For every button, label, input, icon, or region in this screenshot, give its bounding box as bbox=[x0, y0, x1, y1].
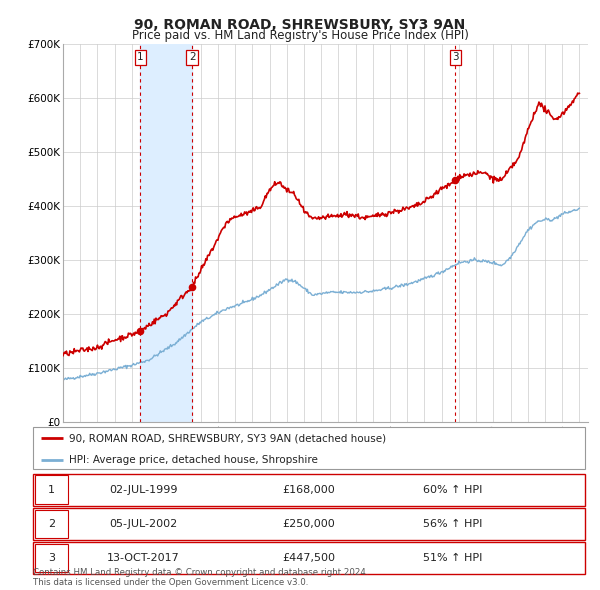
Text: £168,000: £168,000 bbox=[283, 485, 335, 494]
Text: 1: 1 bbox=[48, 485, 55, 494]
Bar bbox=[35, 476, 68, 504]
Text: 60% ↑ HPI: 60% ↑ HPI bbox=[423, 485, 482, 494]
Bar bbox=[35, 544, 68, 572]
Text: HPI: Average price, detached house, Shropshire: HPI: Average price, detached house, Shro… bbox=[69, 455, 318, 465]
Bar bbox=[140, 44, 192, 422]
Text: 51% ↑ HPI: 51% ↑ HPI bbox=[423, 553, 482, 563]
Text: 13-OCT-2017: 13-OCT-2017 bbox=[107, 553, 180, 563]
Text: Price paid vs. HM Land Registry's House Price Index (HPI): Price paid vs. HM Land Registry's House … bbox=[131, 30, 469, 42]
Text: £447,500: £447,500 bbox=[283, 553, 335, 563]
Bar bbox=[35, 510, 68, 538]
Text: 2: 2 bbox=[47, 519, 55, 529]
Text: 56% ↑ HPI: 56% ↑ HPI bbox=[423, 519, 482, 529]
Text: 90, ROMAN ROAD, SHREWSBURY, SY3 9AN: 90, ROMAN ROAD, SHREWSBURY, SY3 9AN bbox=[134, 18, 466, 32]
Text: 3: 3 bbox=[452, 53, 458, 63]
Text: 05-JUL-2002: 05-JUL-2002 bbox=[109, 519, 178, 529]
Text: 1: 1 bbox=[137, 53, 144, 63]
Text: 2: 2 bbox=[189, 53, 196, 63]
Text: £250,000: £250,000 bbox=[283, 519, 335, 529]
Text: 90, ROMAN ROAD, SHREWSBURY, SY3 9AN (detached house): 90, ROMAN ROAD, SHREWSBURY, SY3 9AN (det… bbox=[69, 434, 386, 444]
Text: 3: 3 bbox=[48, 553, 55, 563]
Text: Contains HM Land Registry data © Crown copyright and database right 2024.
This d: Contains HM Land Registry data © Crown c… bbox=[33, 568, 368, 587]
Text: 02-JUL-1999: 02-JUL-1999 bbox=[109, 485, 178, 494]
